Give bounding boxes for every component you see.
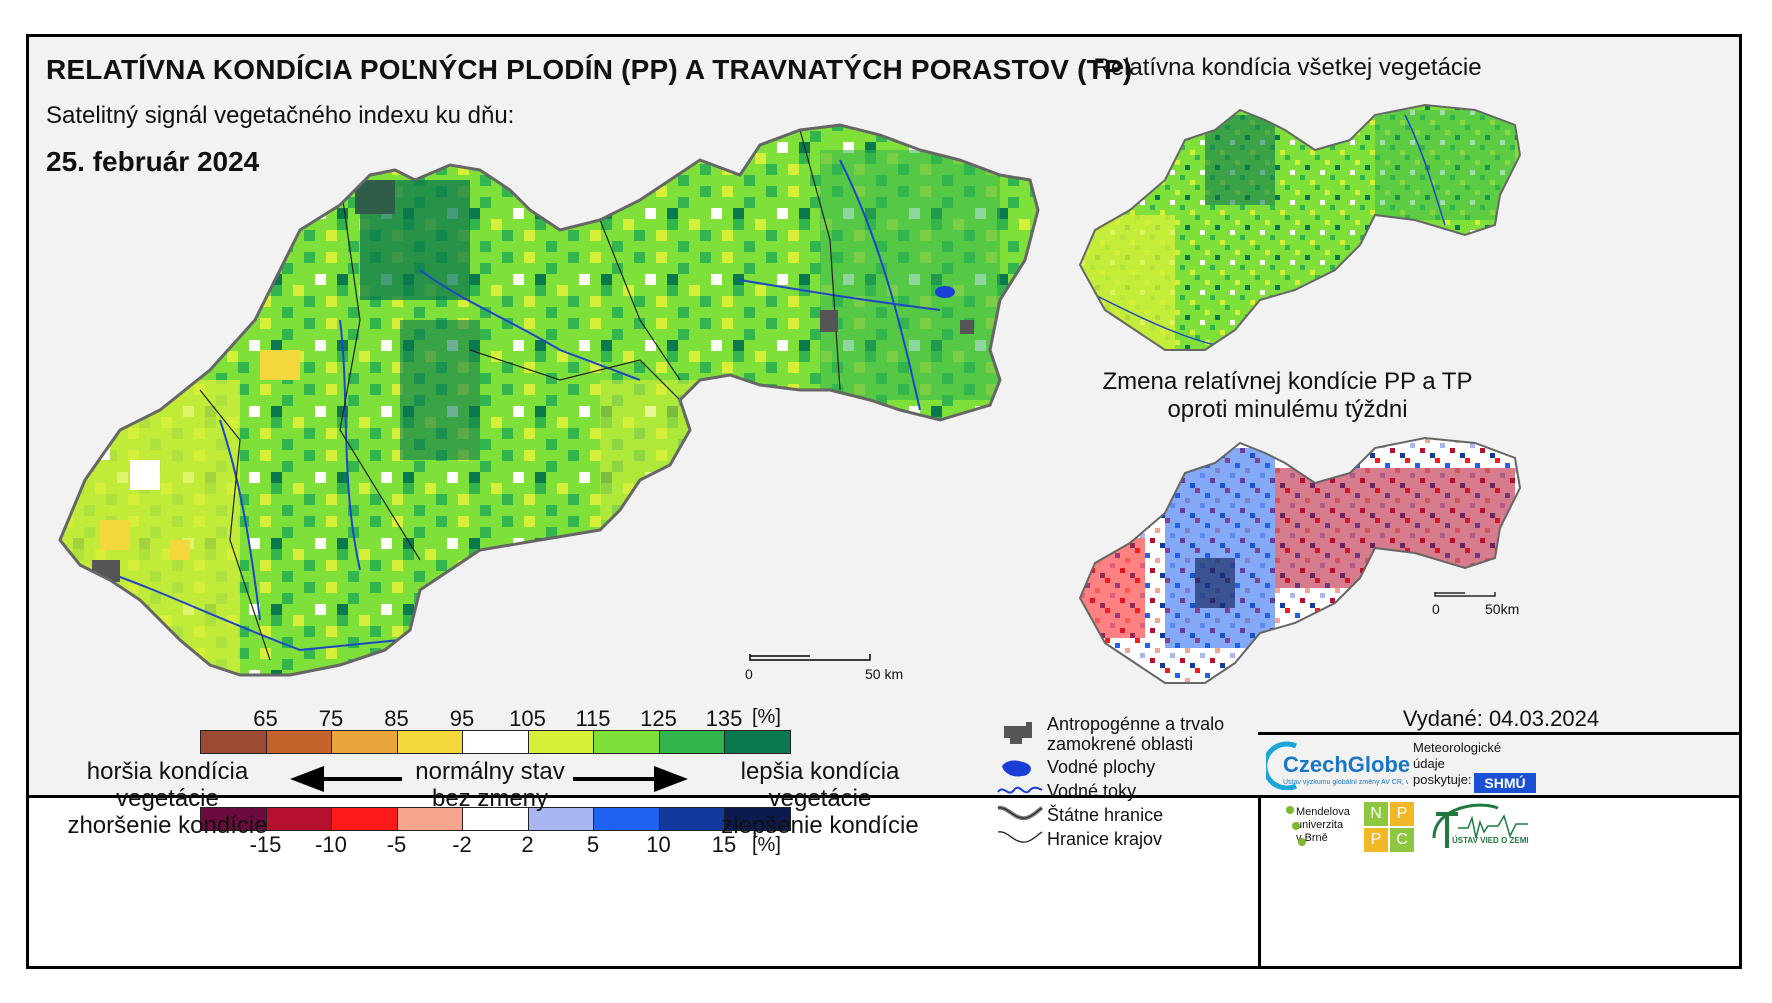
legend-swatch bbox=[593, 730, 660, 754]
change-title-line2: oproti minulému týždni bbox=[1167, 396, 1408, 423]
main-scale-bar bbox=[749, 654, 871, 661]
nppc-n: N bbox=[1364, 802, 1388, 826]
nppc-logo: N P P C bbox=[1364, 802, 1414, 852]
urban-area-icon bbox=[1004, 722, 1032, 744]
main-scale-end: 50 km bbox=[865, 666, 904, 682]
legend-tick-label: 75 bbox=[318, 706, 344, 731]
legend-tick-label: 85 bbox=[384, 706, 409, 731]
legend-tick-label: 125 bbox=[640, 706, 677, 731]
change-unit: [%] bbox=[752, 834, 781, 856]
uvz-name: ÚSTAV VIED O ZEMI bbox=[1452, 836, 1529, 845]
legend-tick-label: -5 bbox=[386, 832, 407, 857]
mendel-line1: Mendelova bbox=[1296, 806, 1350, 818]
arrow-left-icon bbox=[290, 766, 402, 792]
legend-swatch bbox=[265, 807, 332, 831]
legend-tick-label: 15 bbox=[711, 832, 737, 857]
meteo-credit: Meteorologické údaje poskytuje: bbox=[1413, 740, 1501, 788]
legend-tick-label: 2 bbox=[521, 832, 534, 857]
issued-date: Vydané: 04.03.2024 bbox=[1402, 706, 1600, 731]
legend-tick-label: 115 bbox=[575, 706, 611, 731]
legend-swatch bbox=[200, 807, 267, 831]
worse-label: horšia kondícia vegetácie zhoršenie kond… bbox=[40, 758, 295, 839]
legend-tick-label: 5 bbox=[586, 832, 600, 857]
legend-urban-label: Antropogénne a trvalo zamokrené oblasti bbox=[1047, 714, 1225, 754]
issued-separator bbox=[1258, 795, 1261, 969]
legend-swatch bbox=[593, 807, 660, 831]
legend-swatch bbox=[200, 730, 267, 754]
legend-swatch bbox=[658, 730, 725, 754]
legend-swatch bbox=[331, 807, 398, 831]
nppc-p2: P bbox=[1364, 828, 1388, 852]
date-label: 25. február 2024 bbox=[46, 146, 260, 177]
legend-swatch bbox=[658, 807, 725, 831]
shmu-logo: SHMÚ bbox=[1474, 773, 1536, 793]
better-label: lepšia kondícia vegetácie zlepšenie kond… bbox=[690, 758, 950, 839]
main-scale-zero: 0 bbox=[745, 666, 753, 682]
small-scale-end: 50km bbox=[1485, 601, 1520, 617]
mendel-line3: v Brně bbox=[1296, 832, 1328, 844]
legend-tick-label: -10 bbox=[315, 832, 347, 857]
legend-state-border-label: Štátne hranice bbox=[1047, 805, 1164, 825]
legend-region-border-label: Hranice krajov bbox=[1047, 829, 1163, 849]
state-border-icon bbox=[997, 805, 1044, 821]
legend-swatch bbox=[724, 730, 791, 754]
main-vegetation-map bbox=[58, 123, 1040, 677]
river-icon bbox=[997, 786, 1043, 794]
legend-swatch bbox=[396, 730, 463, 754]
czechglobe-name: CzechGlobe bbox=[1283, 752, 1411, 777]
legend-river-label: Vodné toky bbox=[1047, 781, 1137, 801]
legend-water-label: Vodné plochy bbox=[1047, 757, 1156, 777]
all-vegetation-map bbox=[1079, 104, 1521, 351]
all-vegetation-title: Relatívna kondícia všetkej vegetácie bbox=[1093, 54, 1482, 81]
legend-tick-label: 105 bbox=[509, 706, 546, 731]
worse-label-line2: zhoršenie kondície bbox=[67, 812, 268, 839]
legend-swatch bbox=[462, 807, 529, 831]
legend-swatch bbox=[265, 730, 332, 754]
region-border-icon bbox=[997, 831, 1043, 843]
normal-label-line1: normálny stav bbox=[415, 758, 565, 785]
mendel-logo: Mendelova univerzita v Brně bbox=[1282, 806, 1350, 845]
nppc-c: C bbox=[1390, 828, 1414, 852]
small-scale-zero: 0 bbox=[1432, 601, 1440, 617]
mendel-dot-icon bbox=[1298, 838, 1306, 846]
legend-tick-label: -2 bbox=[452, 832, 472, 857]
legend-swatch bbox=[527, 730, 594, 754]
legend-tick-label: 135 bbox=[705, 706, 743, 731]
water-body-icon bbox=[1002, 760, 1031, 777]
legend-tick-label: -15 bbox=[249, 832, 282, 857]
legend-swatch bbox=[331, 730, 398, 754]
better-label-line1: lepšia kondícia vegetácie bbox=[740, 758, 900, 812]
legend-tick-label: 10 bbox=[646, 832, 671, 857]
mendel-line2: univerzita bbox=[1296, 819, 1344, 831]
small-scale-bar bbox=[1434, 592, 1496, 597]
page-subtitle: Satelitný signál vegetačného indexu ku d… bbox=[46, 102, 515, 129]
nppc-p1: P bbox=[1390, 802, 1414, 826]
better-label-line2: zlepšenie kondície bbox=[721, 812, 919, 839]
legend-tick-label: 95 bbox=[449, 706, 475, 731]
change-title-line1: Zmena relatívnej kondície PP a TP bbox=[1102, 368, 1473, 395]
uvz-logo bbox=[1432, 803, 1528, 848]
mendel-dot-icon bbox=[1292, 822, 1300, 830]
normal-label-line2: bez zmeny bbox=[431, 785, 549, 812]
worse-label-line1: horšia kondícia vegetácie bbox=[86, 758, 249, 812]
arrow-right-icon bbox=[573, 766, 688, 792]
legend-swatch bbox=[462, 730, 529, 754]
page-title: RELATÍVNA KONDÍCIA POĽNÝCH PLODÍN (PP) A… bbox=[46, 54, 1133, 85]
czechglobe-logo bbox=[1266, 741, 1298, 790]
meteo-line1: Meteorologické bbox=[1413, 740, 1502, 755]
czechglobe-subtitle: Ústav výzkumu globální změny AV ČR, v. v… bbox=[1283, 779, 1408, 786]
mendel-dot-icon bbox=[1286, 806, 1294, 814]
change-map bbox=[1079, 437, 1521, 684]
normal-label: normálny stav bez zmeny bbox=[405, 758, 575, 812]
issued-underline bbox=[1258, 732, 1742, 735]
condition-unit: [%] bbox=[752, 706, 781, 728]
legend-swatch bbox=[724, 807, 791, 831]
legend-tick-label: 65 bbox=[253, 706, 278, 731]
meteo-line2: údaje bbox=[1413, 756, 1445, 771]
meteo-line3: poskytuje: bbox=[1413, 772, 1472, 787]
